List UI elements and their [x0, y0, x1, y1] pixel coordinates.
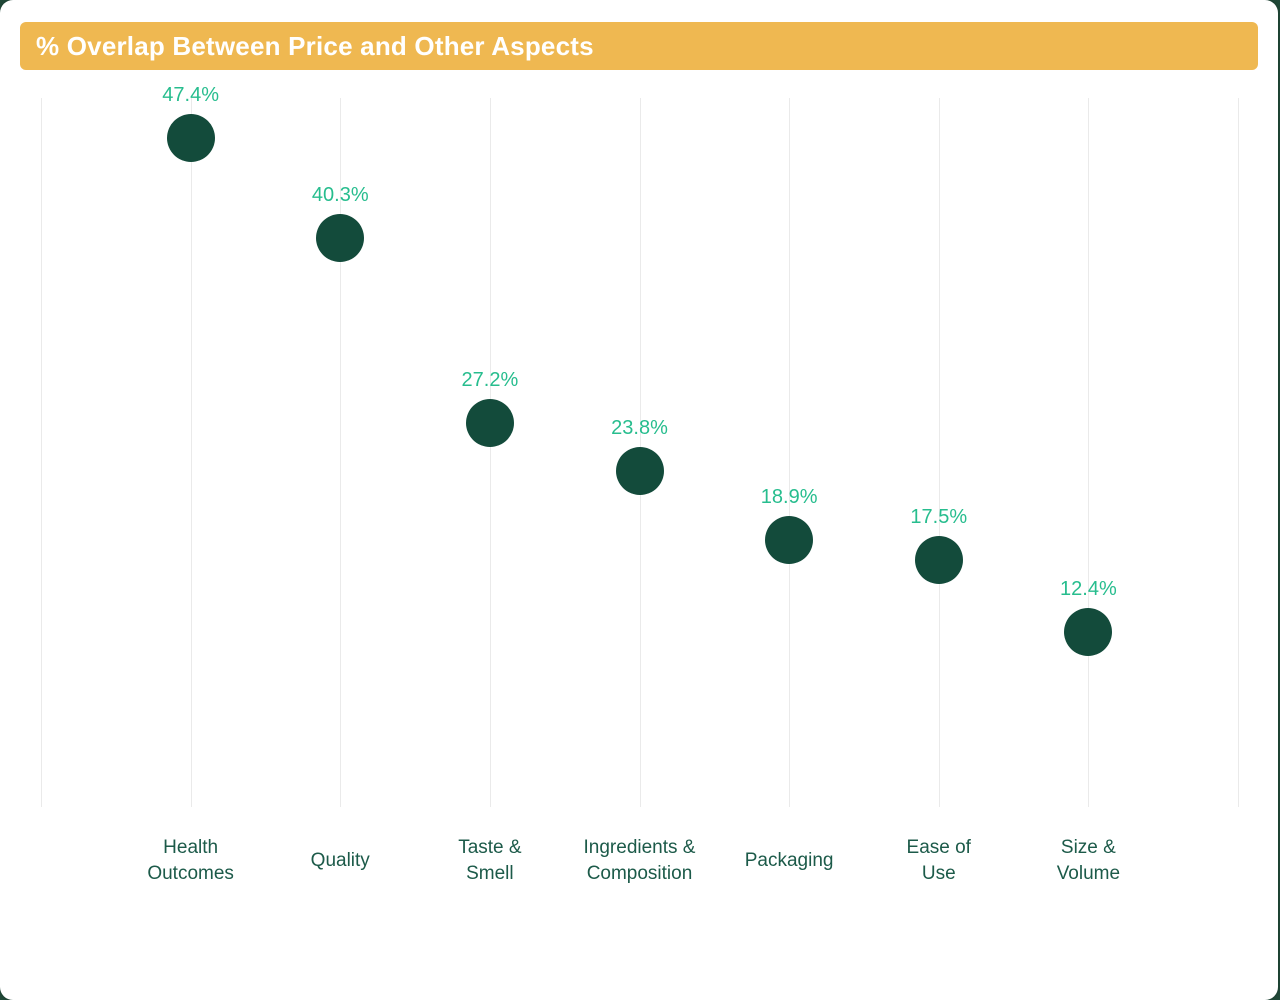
data-point [615, 446, 664, 495]
value-label: 40.3% [311, 183, 369, 206]
category-label: Size & Volume [1056, 836, 1121, 884]
value-label: 27.2% [461, 368, 519, 391]
data-point [914, 535, 963, 584]
gridline [938, 98, 940, 807]
category-label: Ingredients & Composition [583, 836, 696, 884]
chart-title: % Overlap Between Price and Other Aspect… [36, 30, 594, 61]
gridline [190, 98, 192, 807]
category-label: Ease of Use [906, 836, 971, 884]
gridline [41, 98, 42, 807]
value-label: 12.4% [1060, 577, 1117, 600]
value-label: 18.9% [760, 486, 818, 509]
gridline [789, 98, 791, 807]
value-label: 47.4% [162, 83, 219, 106]
value-label: 17.5% [910, 505, 968, 528]
category-label: Health Outcomes [147, 836, 234, 884]
data-point [166, 113, 215, 162]
category-label: Packaging [744, 849, 834, 871]
category-label: Quality [310, 849, 370, 871]
value-label: 23.8% [611, 416, 668, 439]
gridline [340, 98, 342, 807]
category-label: Taste & Smell [458, 836, 522, 884]
chart-title-bar: % Overlap Between Price and Other Aspect… [20, 22, 1258, 70]
data-point [765, 516, 814, 565]
gridline [1088, 98, 1090, 807]
data-point [465, 398, 514, 447]
footer: YOUSCAN Data from YouScan [0, 920, 1278, 1000]
gridline [1238, 98, 1239, 807]
data-point [316, 213, 365, 262]
dot-plot-area: 47.4% Health Outcomes 40.3% Quality 27.2% Tas… [41, 83, 1239, 884]
data-point [1064, 607, 1113, 656]
gridline [489, 98, 491, 807]
